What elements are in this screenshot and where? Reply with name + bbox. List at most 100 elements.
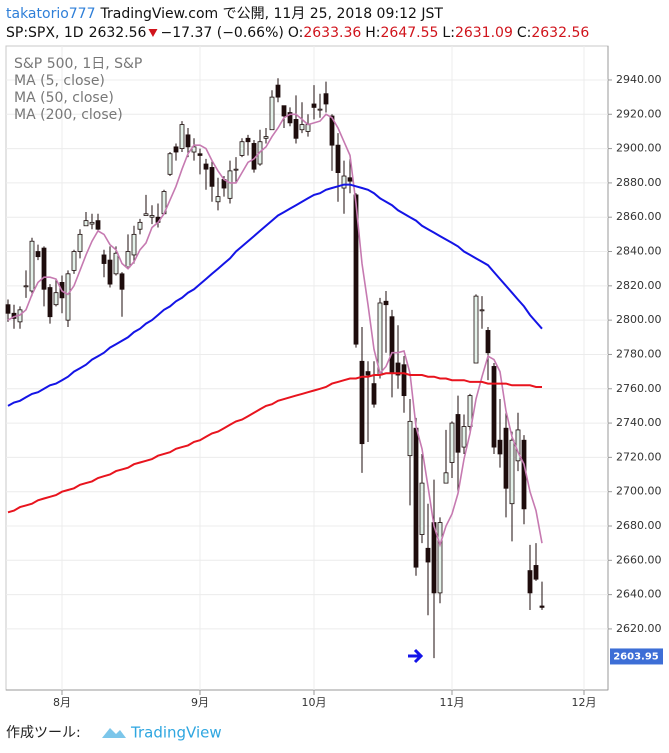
candle-body: [65, 273, 71, 321]
candle-body: [149, 215, 155, 218]
candle-body: [485, 330, 491, 354]
candle-body: [539, 605, 545, 608]
candle-body: [377, 302, 383, 376]
candle-body: [107, 259, 113, 285]
x-tick-label: 9月: [191, 696, 209, 709]
down-triangle: [148, 29, 158, 37]
candle-body: [5, 304, 11, 314]
footer-brand: TradingView: [130, 724, 222, 742]
candle-body: [293, 119, 299, 139]
candle-body: [425, 547, 431, 563]
candle-body: [191, 146, 197, 153]
y-tick-label: 2860.00: [616, 210, 662, 223]
quote-label: L:: [442, 25, 455, 41]
candle-body: [203, 163, 209, 170]
candle-body: [239, 141, 245, 156]
candle-body: [419, 482, 425, 535]
plot: [5, 78, 545, 659]
candle-body: [503, 427, 509, 489]
candle-body: [347, 177, 353, 182]
legend-entry: MA (200, close): [14, 107, 123, 123]
candle-body: [407, 420, 413, 457]
y-tick-label: 2660.00: [616, 553, 662, 566]
candle-body: [413, 427, 419, 568]
candle-body: [497, 439, 503, 455]
y-tick-label: 2640.00: [616, 588, 662, 601]
price-marker-label: 2603.95: [613, 651, 659, 662]
y-tick-label: 2620.00: [616, 622, 662, 635]
candle-body: [95, 220, 101, 230]
y-tick-label: 2800.00: [616, 313, 662, 326]
candle-body: [335, 144, 341, 174]
x-tick-label: 11月: [440, 696, 465, 709]
candle-body: [455, 414, 461, 453]
candle-body: [23, 285, 29, 288]
legend-entry: MA (50, close): [14, 90, 114, 106]
candle-body: [167, 153, 173, 175]
quote-label: H:: [365, 25, 380, 41]
ma-line: [7, 372, 542, 514]
y-tick-label: 2780.00: [616, 347, 662, 360]
symbol: SP:SPX, 1D: [6, 25, 84, 41]
quote-value: 2632.56: [531, 25, 589, 41]
grid: 2620.00 2640.00 2660.00 2680.00 2700.00 2720.…: [6, 46, 662, 709]
candle-body: [173, 146, 179, 153]
candle-body: [101, 254, 107, 264]
quote-label: O:: [288, 25, 304, 41]
candle-body: [371, 383, 377, 405]
candle-body: [443, 472, 449, 484]
quote-value: 2633.36: [303, 25, 361, 41]
candle-body: [353, 194, 359, 345]
x-tick-label: 12月: [572, 696, 597, 709]
candle-body: [311, 103, 317, 108]
quote-label: C:: [517, 25, 532, 41]
candle-body: [77, 233, 83, 252]
y-tick-label: 2880.00: [616, 176, 662, 189]
footer-text: 作成ツール:: [6, 725, 81, 741]
candle-body: [359, 360, 365, 445]
candle-body: [509, 439, 515, 505]
candle-body: [197, 153, 203, 156]
legend: S&P 500, 1日, S&P MA (5, close)MA (50, cl…: [14, 56, 142, 123]
candle-body: [35, 251, 41, 258]
y-tick-label: 2940.00: [616, 73, 662, 86]
candle-body: [89, 221, 95, 225]
candle-body: [125, 251, 131, 268]
candle-body: [131, 233, 137, 256]
candle-body: [233, 168, 239, 171]
candle-body: [275, 84, 281, 98]
candle-body: [83, 220, 89, 227]
candle-body: [143, 213, 149, 216]
candle-body: [71, 251, 77, 271]
candle-body: [209, 167, 215, 187]
x-tick-label: 8月: [53, 696, 71, 709]
candle-body: [119, 273, 125, 290]
candle-body: [521, 439, 527, 510]
candle-body: [305, 124, 311, 132]
candle-body: [449, 422, 455, 463]
candle-body: [263, 136, 269, 139]
y-tick-label: 2900.00: [616, 142, 662, 155]
quote-value: 2631.09: [455, 25, 513, 41]
header-line-2: SP:SPX, 1D 2632.56 −17.37 (−0.66%) O:2633.3…: [6, 25, 589, 41]
candle-body: [395, 362, 401, 376]
candle-body: [323, 93, 329, 105]
candle-body: [137, 221, 143, 230]
candle-body: [269, 96, 275, 131]
candle-body: [473, 295, 479, 364]
candle-body: [383, 300, 389, 306]
candle-body: [53, 292, 59, 306]
candle-body: [461, 426, 467, 448]
x-tick-label: 10月: [302, 696, 327, 709]
candle-body: [215, 196, 221, 203]
y-tick-label: 2820.00: [616, 279, 662, 292]
y-tick-label: 2760.00: [616, 382, 662, 395]
candle-body: [227, 170, 233, 199]
candle-body: [281, 105, 287, 117]
logo-icon: [102, 728, 126, 738]
candle-body: [479, 309, 485, 312]
candle-body: [437, 522, 443, 594]
y-tick-label: 2720.00: [616, 450, 662, 463]
header-line-1: takatorio777 TradingView.com で公開, 11月 25,…: [6, 6, 443, 22]
